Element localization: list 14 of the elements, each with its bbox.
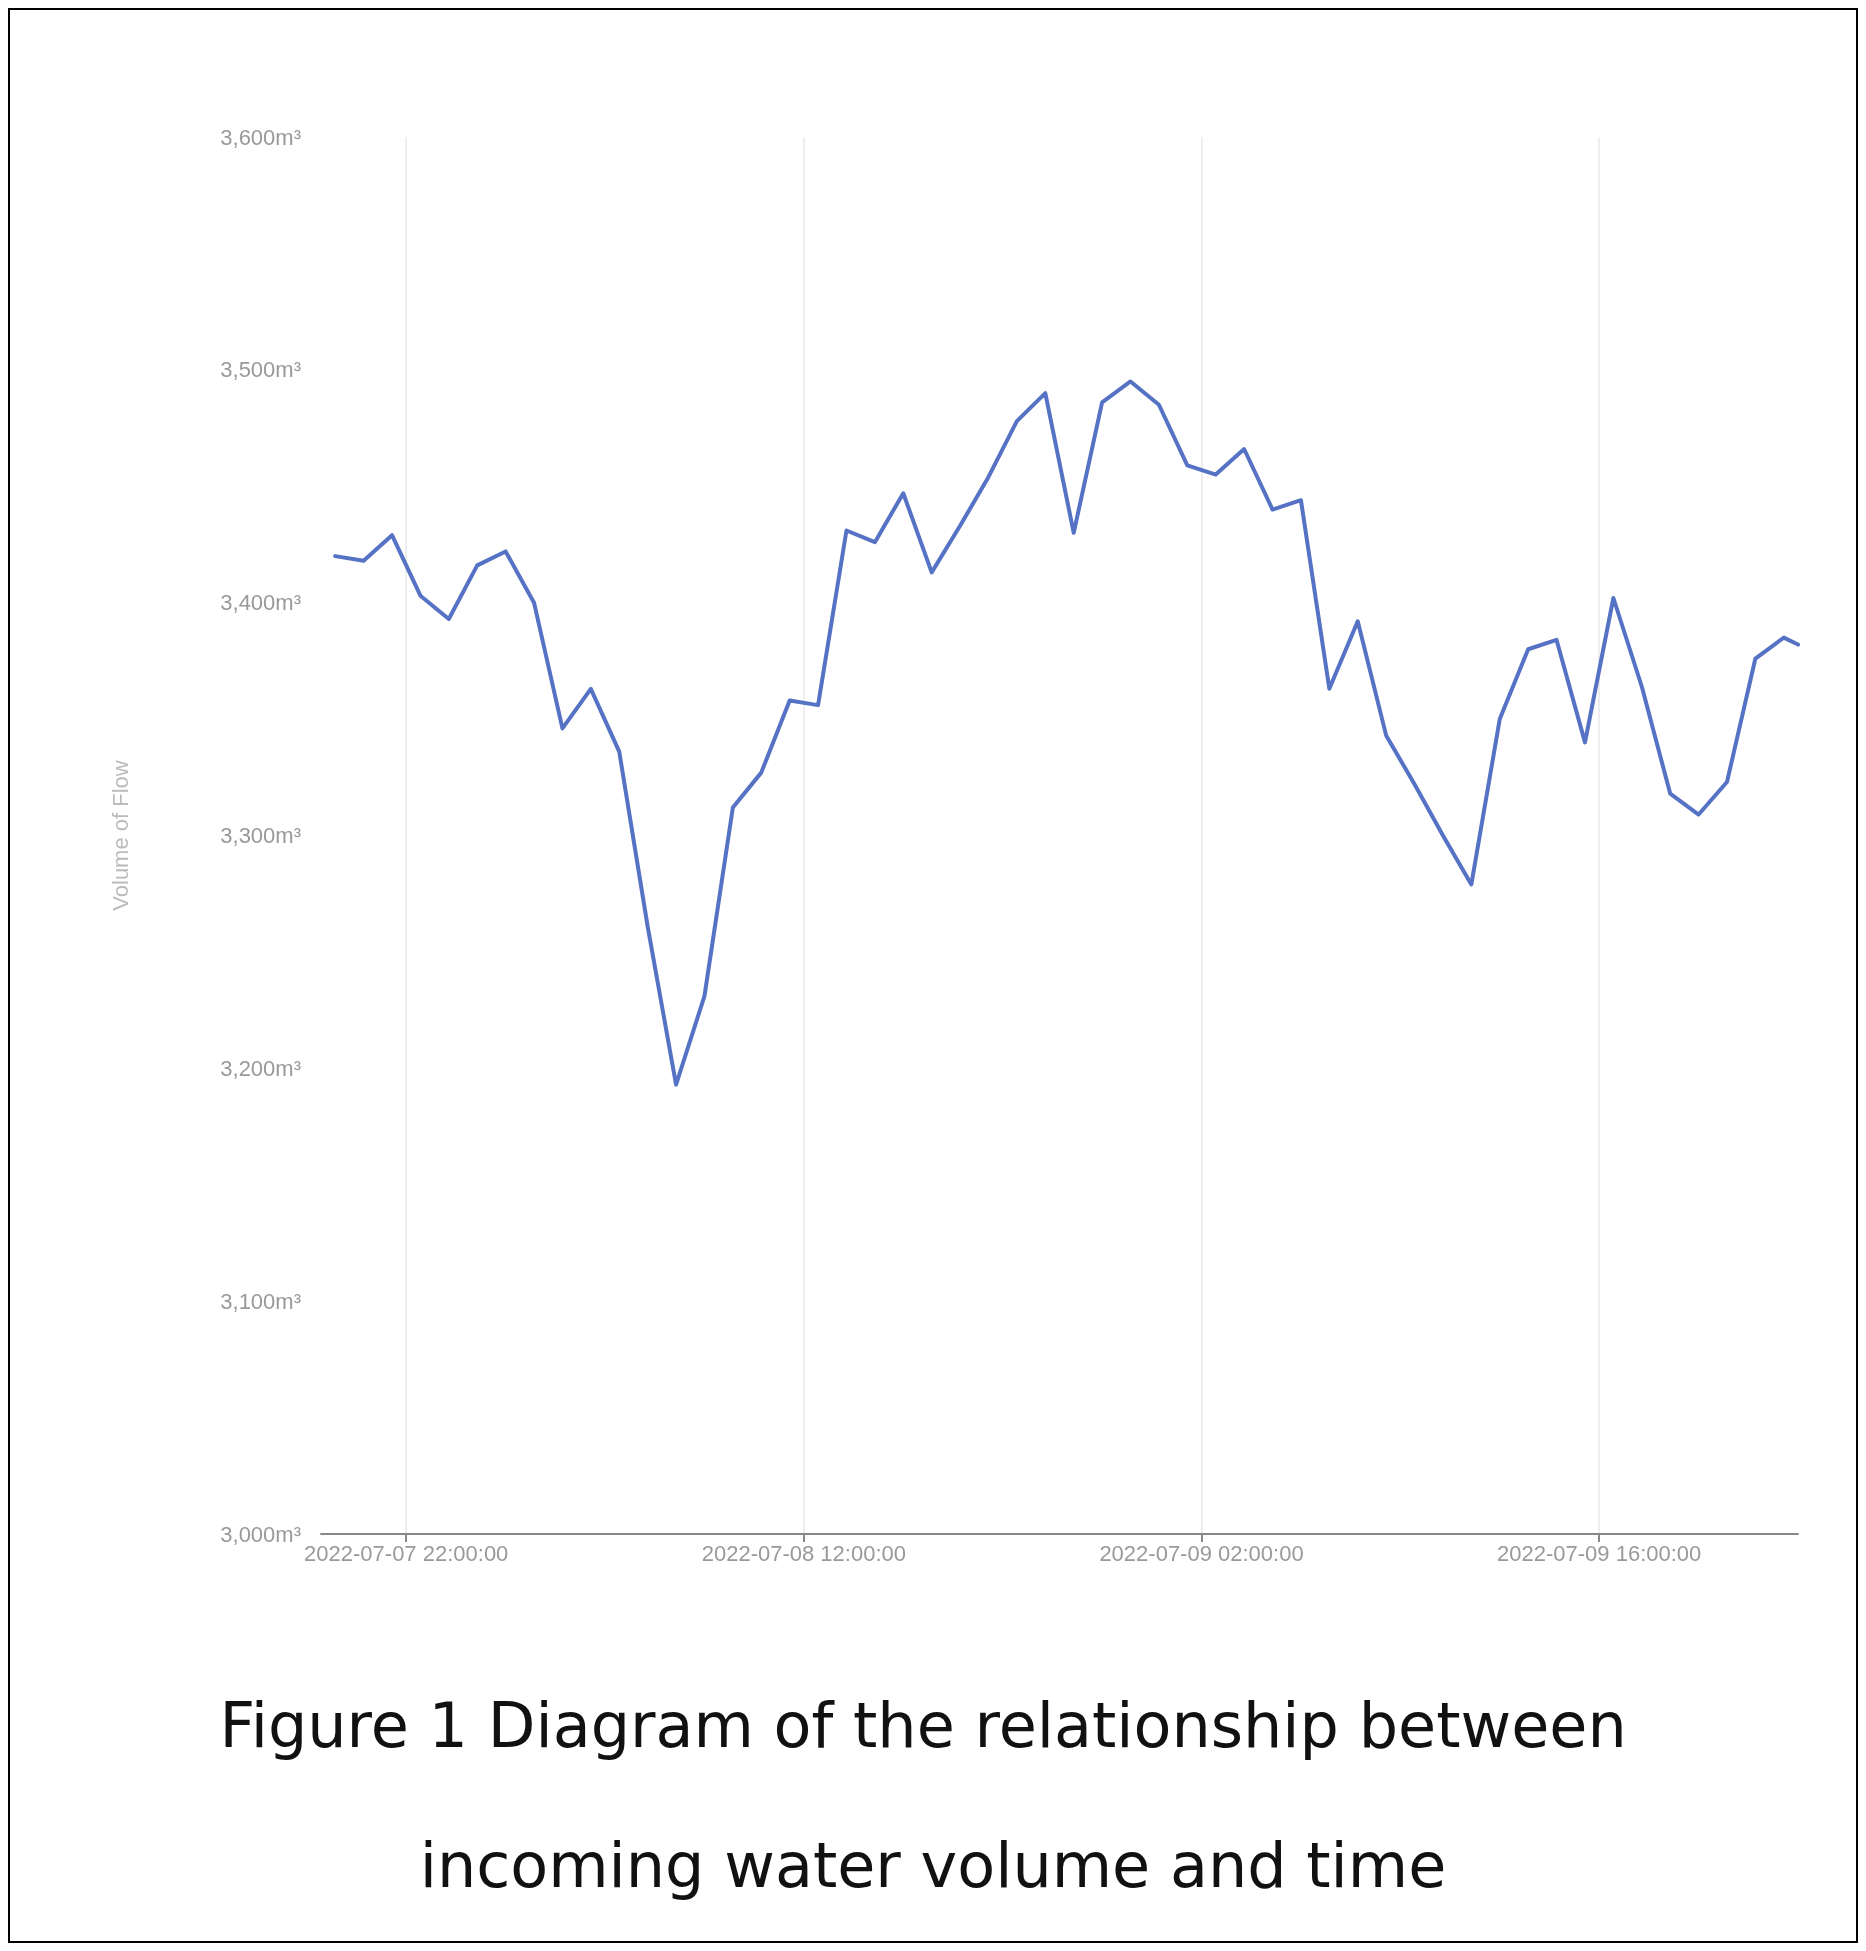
y-tick-label: 3,100m³ — [220, 1288, 301, 1314]
y-tick-label: 3,600m³ — [220, 124, 301, 150]
y-tick-label: 3,400m³ — [220, 590, 301, 616]
y-tick-label: 3,500m³ — [220, 357, 301, 383]
y-axis-title: Volume of Flow — [107, 760, 133, 911]
line-series — [333, 379, 1800, 1087]
text: Figure 1 Diagram of the relationship between incoming water volume and time — [219, 1688, 1647, 1902]
y-tick-label: 3,300m³ — [220, 823, 301, 848]
x-tick-label: 2022-07-07 22:00:00 — [304, 1540, 509, 1566]
x-tick-label: 2022-07-08 12:00:00 — [701, 1540, 907, 1566]
y-tick-label: 3,000m³ — [220, 1521, 301, 1547]
y-tick-label: 3,200m³ — [220, 1055, 301, 1081]
x-tick-label: 2022-07-09 02:00:00 — [1099, 1540, 1304, 1566]
x-tick-label: 2022-07-09 16:00:00 — [1497, 1540, 1702, 1566]
